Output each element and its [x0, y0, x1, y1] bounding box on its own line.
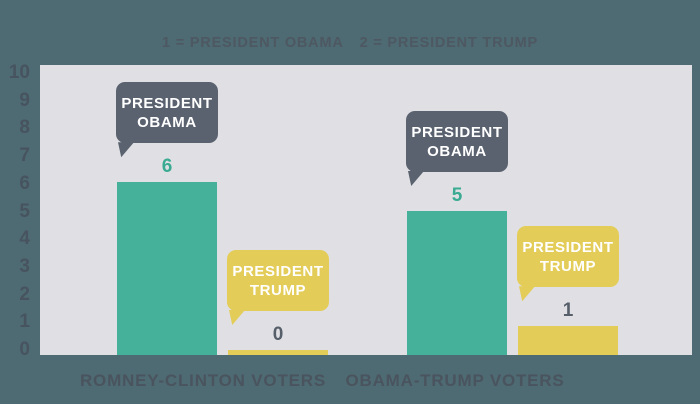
speech-bubble-line: PRESIDENT: [121, 94, 213, 112]
y-tick-1: 1: [19, 311, 30, 333]
speech-bubble-obama-0: PRESIDENT OBAMA: [116, 82, 218, 144]
chart-legend: 1 = PRESIDENT OBAMA 2 = PRESIDENT TRUMP: [0, 35, 700, 51]
y-tick-4: 4: [19, 228, 30, 250]
speech-bubble-line: OBAMA: [137, 113, 197, 131]
speech-bubble-line: PRESIDENT: [232, 262, 324, 280]
y-tick-9: 9: [19, 89, 30, 111]
y-tick-2: 2: [19, 283, 30, 305]
y-tick-0: 0: [19, 339, 30, 360]
category-label-1: OBAMA-TRUMP VOTERS: [345, 371, 565, 390]
y-tick-3: 3: [19, 255, 30, 277]
value-label-obama-1: 5: [451, 185, 463, 206]
value-label-trump-0: 0: [272, 324, 284, 345]
y-tick-10: 10: [8, 62, 30, 83]
bar-obama-1: [407, 211, 507, 355]
bar-trump-0: [228, 350, 328, 355]
category-label-0: ROMNEY-CLINTON VOTERS: [79, 371, 326, 390]
speech-bubble-obama-1: PRESIDENT OBAMA: [406, 111, 508, 172]
y-tick-7: 7: [19, 145, 30, 167]
y-tick-8: 8: [19, 117, 30, 139]
speech-bubble-trump-0: PRESIDENT TRUMP: [227, 250, 329, 311]
y-tick-5: 5: [19, 200, 30, 222]
legend-item-obama: 1 = PRESIDENT OBAMA: [162, 35, 344, 51]
bar-obama-0: [117, 182, 217, 355]
speech-bubble-trump-1: PRESIDENT TRUMP: [517, 226, 619, 288]
speech-bubble-line: TRUMP: [539, 257, 597, 275]
y-tick-6: 6: [19, 172, 30, 194]
value-label-trump-1: 1: [562, 300, 574, 322]
speech-bubble-line: PRESIDENT: [411, 123, 503, 141]
speech-bubble-line: OBAMA: [427, 142, 487, 160]
speech-bubble-line: PRESIDENT: [522, 238, 614, 256]
legend-item-trump: 2 = PRESIDENT TRUMP: [359, 35, 538, 51]
bar-trump-1: [518, 326, 618, 355]
value-label-obama-0: 6: [161, 156, 173, 178]
speech-bubble-line: TRUMP: [249, 281, 307, 299]
